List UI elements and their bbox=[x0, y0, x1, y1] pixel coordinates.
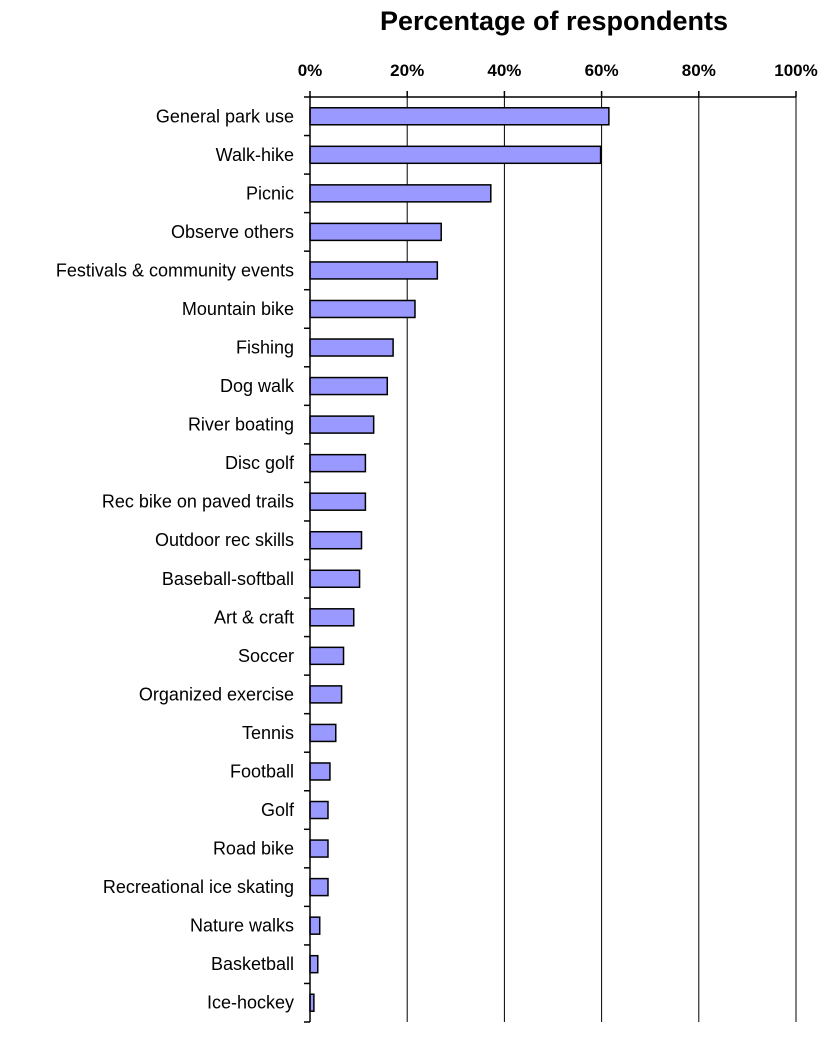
category-label-13: Art & craft bbox=[214, 607, 294, 627]
category-labels: General park use Walk-hike Picnic Observe o… bbox=[56, 106, 295, 1012]
category-label-14: Soccer bbox=[238, 646, 294, 666]
gridlines bbox=[406, 97, 797, 1022]
bars bbox=[309, 107, 610, 1012]
category-label-18: Golf bbox=[261, 800, 295, 820]
category-label-6: Fishing bbox=[236, 338, 294, 358]
bar-9 bbox=[309, 453, 367, 473]
x-axis-tick-labels: 0% 20% 40% 60% 80% 100% bbox=[298, 61, 818, 97]
category-label-8: River boating bbox=[188, 415, 294, 435]
category-label-11: Outdoor rec skills bbox=[155, 530, 294, 550]
bar-12 bbox=[309, 569, 361, 589]
bar-6 bbox=[309, 338, 394, 357]
x-tick-label-0: 0% bbox=[298, 61, 323, 80]
bar-7 bbox=[309, 376, 389, 396]
bar-19 bbox=[309, 839, 329, 858]
x-tick-label-100: 100% bbox=[774, 61, 817, 80]
x-tick-label-20: 20% bbox=[390, 61, 424, 80]
category-label-21: Nature walks bbox=[190, 916, 294, 936]
category-label-22: Basketball bbox=[211, 954, 294, 974]
bar-11 bbox=[309, 530, 363, 550]
category-label-17: Football bbox=[230, 761, 294, 781]
axes bbox=[304, 96, 796, 1023]
bar-16 bbox=[309, 723, 337, 743]
category-label-16: Tennis bbox=[242, 723, 294, 743]
category-label-20: Recreational ice skating bbox=[103, 877, 294, 897]
bar-5 bbox=[309, 299, 416, 319]
category-label-5: Mountain bike bbox=[182, 299, 294, 319]
bar-13 bbox=[309, 608, 355, 627]
bar-20 bbox=[309, 877, 329, 897]
bar-15 bbox=[309, 685, 343, 704]
bar-4 bbox=[309, 261, 439, 280]
bar-10 bbox=[309, 492, 367, 511]
x-tick-label-60: 60% bbox=[585, 61, 619, 80]
bar-18 bbox=[309, 800, 329, 820]
category-label-10: Rec bike on paved trails bbox=[102, 492, 294, 512]
category-label-19: Road bike bbox=[213, 839, 294, 859]
chart-title: Percentage of respondents bbox=[380, 6, 728, 36]
category-label-3: Observe others bbox=[171, 222, 294, 242]
category-label-4: Festivals & community events bbox=[56, 260, 294, 280]
category-label-15: Organized exercise bbox=[139, 684, 294, 704]
bar-21 bbox=[309, 916, 321, 935]
bar-22 bbox=[309, 954, 319, 974]
bar-0 bbox=[309, 107, 610, 126]
bar-3 bbox=[309, 222, 442, 242]
category-label-9: Disc golf bbox=[225, 453, 295, 473]
category-label-12: Baseball-softball bbox=[162, 569, 294, 589]
category-label-2: Picnic bbox=[246, 183, 294, 203]
category-label-0: General park use bbox=[156, 106, 294, 126]
x-tick-label-80: 80% bbox=[682, 61, 716, 80]
bar-8 bbox=[309, 415, 375, 434]
category-label-1: Walk-hike bbox=[216, 145, 294, 165]
bar-2 bbox=[309, 184, 492, 203]
x-tick-label-40: 40% bbox=[487, 61, 521, 80]
category-label-23: Ice-hockey bbox=[207, 993, 294, 1013]
bar-14 bbox=[309, 646, 345, 666]
category-label-7: Dog walk bbox=[220, 376, 295, 396]
bar-17 bbox=[309, 762, 331, 781]
bar-1 bbox=[309, 145, 602, 165]
